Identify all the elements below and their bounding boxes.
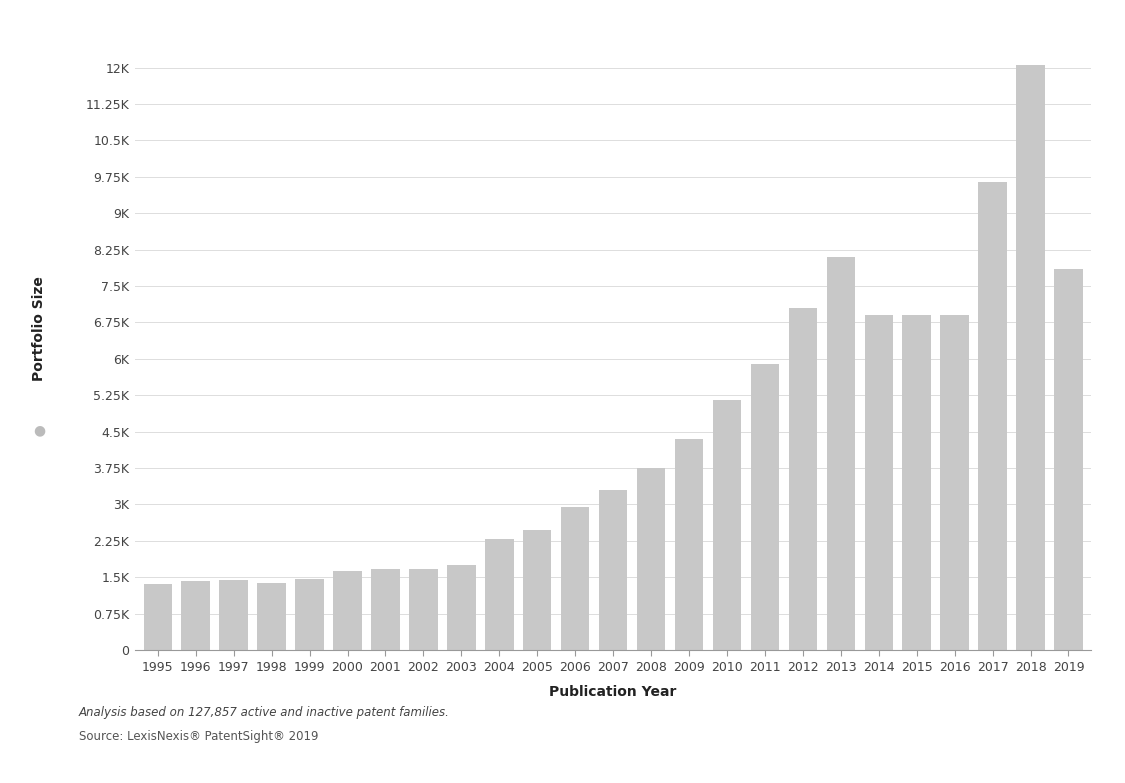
Bar [181,581,210,650]
Bar [598,490,628,650]
Bar [296,579,324,650]
Bar [979,182,1007,650]
Bar [902,315,930,650]
Bar [1054,269,1082,650]
Text: Source: LexisNexis® PatentSight® 2019: Source: LexisNexis® PatentSight® 2019 [79,730,318,743]
X-axis label: Publication Year: Publication Year [549,685,677,699]
Bar [371,569,399,650]
Bar [561,507,590,650]
Bar [1016,65,1045,650]
Bar [675,438,703,650]
Bar [333,572,362,650]
Bar [523,529,551,650]
Bar [258,583,286,650]
Bar [447,565,476,650]
Bar [940,315,969,650]
Bar [750,363,780,650]
Text: ●: ● [34,424,45,438]
Bar [485,539,513,650]
Bar [637,468,665,650]
Bar [219,580,248,650]
Text: Portfolio Size: Portfolio Size [33,276,46,381]
Bar [789,308,817,650]
Bar [864,315,893,650]
Bar [713,400,741,650]
Bar [144,584,172,650]
Bar [410,569,438,650]
Text: Analysis based on 127,857 active and inactive patent families.: Analysis based on 127,857 active and ina… [79,706,450,720]
Bar [827,257,855,650]
